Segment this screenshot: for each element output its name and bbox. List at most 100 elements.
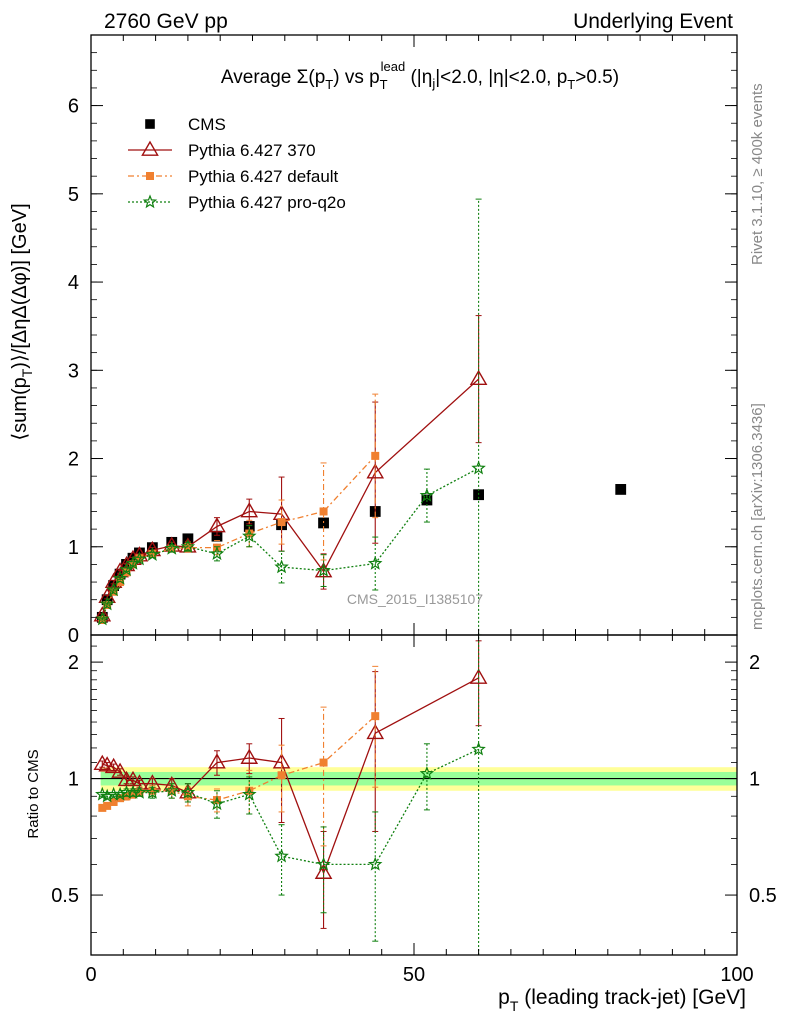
data-point bbox=[180, 784, 196, 799]
data-point bbox=[93, 754, 112, 770]
data-point bbox=[145, 547, 160, 561]
watermark: CMS_2015_I1385107 bbox=[347, 591, 483, 607]
data-point bbox=[209, 796, 225, 811]
x-tick-label: 50 bbox=[403, 964, 425, 986]
data-point bbox=[98, 803, 107, 812]
data-point bbox=[99, 596, 115, 611]
data-point bbox=[240, 748, 259, 764]
data-point bbox=[366, 723, 385, 740]
data-point bbox=[242, 786, 257, 801]
ratio-ylabel: Ratio to CMS bbox=[25, 749, 42, 838]
main-title: Average Σ(pT) vs pTlead (|ηj|<2.0, |η|<2… bbox=[221, 59, 619, 92]
data-point bbox=[111, 762, 129, 778]
header-right: Underlying Event bbox=[573, 10, 733, 33]
data-point bbox=[274, 848, 289, 863]
data-point bbox=[314, 863, 333, 879]
data-point bbox=[106, 582, 121, 597]
x-axis-label: pT (leading track-jet) [GeV] bbox=[498, 986, 746, 1014]
ratio-frame bbox=[90, 634, 738, 956]
data-point bbox=[183, 543, 192, 552]
data-point bbox=[116, 578, 125, 587]
data-point bbox=[471, 741, 486, 756]
data-point bbox=[103, 801, 112, 810]
data-point bbox=[135, 788, 144, 797]
legend-label: Pythia 6.427 370 bbox=[188, 141, 316, 160]
ratio-panel: 0.5 0.5 1 1 2 2 bbox=[51, 634, 777, 956]
data-point bbox=[615, 484, 627, 495]
data-point bbox=[471, 460, 486, 475]
y-tick-label: 0 bbox=[68, 625, 79, 647]
legend-item: CMS bbox=[145, 115, 226, 134]
data-point bbox=[277, 771, 286, 780]
data-point bbox=[112, 570, 128, 585]
data-point bbox=[145, 784, 160, 799]
data-point bbox=[240, 502, 259, 518]
data-point bbox=[209, 546, 225, 561]
series-pythia-6-427-default bbox=[98, 665, 380, 847]
data-point bbox=[366, 463, 385, 479]
data-point bbox=[164, 783, 180, 797]
series-pythia-6-427-pro-q2o bbox=[95, 198, 486, 636]
data-point bbox=[99, 788, 115, 803]
data-point bbox=[116, 794, 125, 803]
data-point bbox=[371, 451, 380, 460]
y-tick-label: 3 bbox=[68, 360, 79, 382]
data-point bbox=[180, 539, 196, 553]
data-point bbox=[142, 194, 158, 209]
data-point bbox=[146, 172, 154, 180]
data-point bbox=[469, 369, 488, 386]
x-tick-label: 0 bbox=[85, 964, 96, 986]
header-left: 2760 GeV pp bbox=[104, 10, 228, 33]
data-point bbox=[212, 796, 221, 805]
data-point bbox=[109, 587, 118, 596]
series-line bbox=[101, 455, 376, 621]
data-point bbox=[277, 518, 286, 527]
data-point bbox=[132, 551, 147, 566]
data-point bbox=[208, 517, 226, 533]
data-point bbox=[316, 856, 331, 871]
data-point bbox=[316, 562, 331, 577]
main-panel: CMS_2015_I1385107 0 1 2 3 4 5 6 bbox=[68, 34, 738, 647]
data-point bbox=[145, 119, 155, 129]
y-tick-label: 4 bbox=[68, 272, 79, 294]
ratio-tick-label: 2 bbox=[68, 652, 79, 674]
series-pythia-6-427-pro-q2o bbox=[95, 634, 486, 956]
data-point bbox=[211, 530, 223, 542]
data-point bbox=[242, 528, 257, 543]
data-point bbox=[419, 487, 435, 502]
data-point bbox=[141, 140, 159, 156]
data-point bbox=[469, 668, 488, 684]
ratio-tick-label-right: 1 bbox=[749, 769, 760, 791]
ratio-tick-label: 1 bbox=[68, 769, 79, 791]
y-tick-label: 6 bbox=[68, 96, 79, 118]
y-tick-label: 1 bbox=[68, 537, 79, 559]
data-point bbox=[164, 540, 180, 555]
y-tick-label: 5 bbox=[68, 184, 79, 206]
data-point bbox=[319, 758, 328, 767]
series-pythia-6-427-370 bbox=[93, 315, 488, 622]
legend: CMS Pythia 6.427 370 Pythia 6.427 default P… bbox=[128, 115, 346, 212]
x-tick-label: 100 bbox=[720, 964, 753, 986]
rivet-version-note: Rivet 3.1.10, ≥ 400k events bbox=[749, 83, 766, 265]
data-point bbox=[421, 494, 433, 506]
data-point bbox=[367, 856, 383, 871]
ratio-tick-label-right: 0.5 bbox=[749, 885, 777, 907]
mcplots-note: mcplots.cern.ch [arXiv:1306.3436] bbox=[749, 403, 766, 630]
data-point bbox=[371, 712, 380, 721]
legend-label: CMS bbox=[188, 115, 226, 134]
data-point bbox=[135, 554, 144, 563]
data-point bbox=[112, 786, 128, 801]
legend-label: Pythia 6.427 pro-q2o bbox=[188, 193, 346, 212]
data-point bbox=[208, 753, 226, 769]
data-point bbox=[167, 786, 176, 795]
ratio-tick-label-right: 2 bbox=[749, 652, 760, 674]
data-point bbox=[419, 765, 435, 780]
legend-item: Pythia 6.427 370 bbox=[128, 140, 316, 160]
data-point bbox=[319, 507, 328, 516]
main-ylabel: ⟨sum(pT)⟩/[ΔηΔ(Δφ)] [GeV] bbox=[9, 203, 35, 440]
data-point bbox=[367, 555, 383, 570]
data-point bbox=[95, 611, 110, 626]
data-point bbox=[274, 559, 289, 574]
y-tick-label: 2 bbox=[68, 449, 79, 471]
